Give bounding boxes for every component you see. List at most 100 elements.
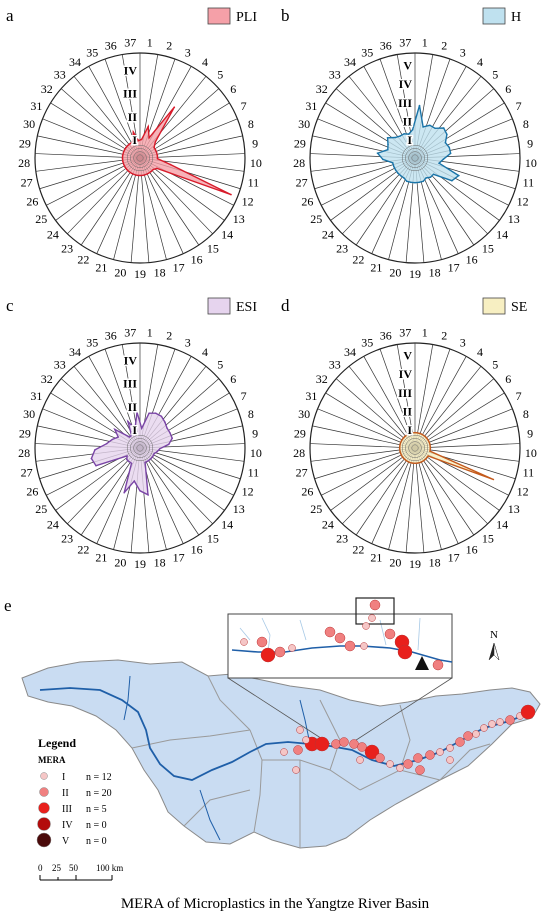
radar-axis-label-31: 31 — [305, 99, 317, 113]
radar-point-2 — [418, 432, 420, 435]
map-sample-points — [280, 704, 536, 775]
dam-marker-icon — [415, 656, 429, 670]
radar-point-6 — [166, 427, 168, 429]
radar-point-7 — [444, 141, 447, 144]
radar-point-35 — [407, 433, 410, 435]
radar-point-33 — [403, 436, 406, 438]
radar-point-4 — [160, 415, 163, 418]
legend-swatch-a — [207, 7, 231, 25]
radar-axis-label-29: 29 — [294, 136, 306, 150]
radar-axis-label-16: 16 — [191, 542, 203, 556]
radar-spoke — [342, 447, 416, 525]
radar-axis-label-26: 26 — [26, 484, 38, 498]
radar-axis-label-8: 8 — [248, 117, 254, 131]
radar-point-18 — [142, 174, 144, 177]
radar-point-29 — [105, 442, 108, 445]
inset-point-II — [334, 632, 346, 644]
sample-point-II — [403, 759, 413, 769]
radar-point-14 — [152, 168, 154, 171]
radar-point-3 — [429, 124, 431, 127]
radar-level-label-II: II — [128, 400, 138, 414]
radar-point-8 — [448, 146, 451, 149]
scale-bar: 0 25 50 100 km — [38, 863, 123, 881]
radar-point-10 — [442, 158, 445, 160]
radar-axis-label-5: 5 — [492, 67, 498, 81]
radar-point-25 — [124, 166, 126, 168]
radar-axis-label-6: 6 — [505, 372, 511, 386]
radar-axis-label-17: 17 — [448, 550, 460, 564]
radar-axis-label-23: 23 — [61, 531, 73, 545]
radar-axis-label-26: 26 — [26, 194, 38, 208]
radar-axis-label-34: 34 — [344, 345, 356, 359]
radar-point-10 — [156, 157, 159, 160]
radar-axis-label-2: 2 — [441, 39, 447, 53]
radar-core-ring — [126, 434, 154, 462]
radar-axis-label-24: 24 — [47, 518, 59, 532]
yangtze-main-river — [39, 687, 529, 781]
radar-spoke — [139, 447, 200, 536]
radar-spoke — [414, 425, 518, 449]
radar-spoke — [405, 447, 416, 553]
radar-point-22 — [130, 462, 133, 465]
radar-point-1 — [140, 427, 143, 430]
radar-spoke — [414, 344, 434, 449]
radar-axis-label-35: 35 — [86, 45, 98, 59]
radar-point-6 — [426, 438, 429, 440]
radar-axis-label-7: 7 — [241, 389, 247, 403]
radar-axis-label-33: 33 — [329, 357, 341, 371]
radar-axis-label-3: 3 — [185, 335, 191, 349]
radar-axis-label-3: 3 — [185, 45, 191, 59]
radar-core-ring — [408, 151, 422, 165]
radar-axis-label-21: 21 — [95, 260, 107, 274]
inset-connector-lines — [227, 677, 453, 745]
figure-caption: MERA of Microplastics in the Yangtze Riv… — [120, 896, 430, 912]
radar-axis-label-25: 25 — [35, 212, 47, 226]
radar-axis-label-19: 19 — [134, 557, 146, 571]
radar-point-30 — [122, 152, 125, 154]
radar-core-ring — [126, 144, 154, 172]
radar-axis-label-15: 15 — [207, 241, 219, 255]
legend-label-a: PLI — [236, 10, 257, 25]
radar-axis-label-7: 7 — [516, 99, 522, 113]
sample-point-I — [396, 764, 404, 772]
radar-axis-label-19: 19 — [409, 267, 421, 281]
radar-axis-label-17: 17 — [173, 550, 185, 564]
radar-spoke — [414, 447, 520, 462]
radar-point-20 — [136, 174, 138, 177]
radar-point-21 — [409, 461, 411, 464]
radar-spoke — [414, 378, 495, 449]
radar-point-17 — [419, 461, 421, 464]
radar-axis-label-2: 2 — [441, 329, 447, 343]
radar-spoke — [314, 447, 416, 480]
radar-point-9 — [168, 443, 170, 446]
radar-point-24 — [126, 458, 128, 461]
radar-point-16 — [421, 460, 424, 463]
radar-core-ring — [136, 154, 144, 162]
radar-point-20 — [410, 181, 412, 184]
radar-core-ring — [401, 144, 429, 172]
radar-axis-label-32: 32 — [316, 372, 328, 386]
inset-point-II — [274, 646, 286, 658]
radar-point-26 — [95, 464, 97, 467]
north-label: N — [490, 629, 498, 641]
radar-axis-label-14: 14 — [221, 518, 233, 532]
radar-point-34 — [129, 142, 131, 145]
radar-point-26 — [123, 163, 125, 166]
radar-axis-label-10: 10 — [250, 156, 262, 170]
sample-point-III — [520, 704, 536, 720]
radar-axis-label-11: 11 — [248, 175, 260, 189]
radar-point-20 — [411, 462, 414, 464]
radar-point-7 — [169, 432, 171, 434]
radar-axis-label-3: 3 — [460, 45, 466, 59]
radar-point-1 — [418, 104, 421, 107]
radar-axis-label-1: 1 — [147, 325, 153, 339]
radar-core-ring — [401, 434, 429, 462]
sample-point-I — [356, 756, 364, 764]
inset-sample-points — [240, 599, 444, 671]
radar-point-36 — [132, 131, 135, 133]
radar-point-4 — [422, 434, 425, 437]
radar-point-5 — [442, 127, 445, 129]
radar-axis-label-33: 33 — [329, 67, 341, 81]
radar-level-label-III: III — [123, 377, 137, 391]
